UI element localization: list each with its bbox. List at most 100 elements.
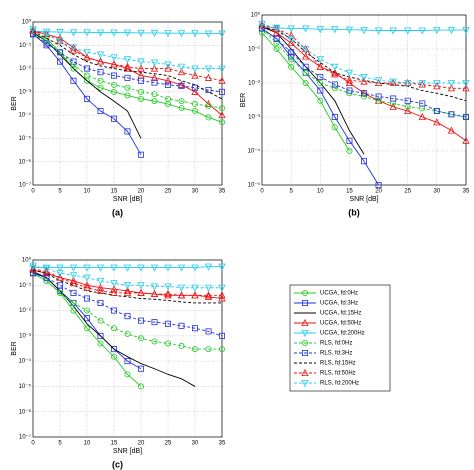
y-tick-label: 10⁻³ [248,115,260,121]
axes-frame [32,259,223,438]
series-line [261,28,379,186]
marker [273,40,280,47]
marker [218,332,225,339]
series-line [261,28,467,118]
marker [375,97,382,104]
marker [191,346,198,353]
x-tick-label: 10 [84,441,91,447]
marker [205,114,212,121]
marker [110,285,118,293]
marker [29,265,37,274]
marker [123,56,132,64]
series-line [261,32,350,152]
y-tick-label: 10⁻⁵ [19,383,32,390]
marker [42,28,51,36]
marker [57,282,64,289]
marker [178,98,185,105]
series-line [32,30,223,116]
marker [124,84,131,91]
marker [69,272,78,280]
marker [418,27,426,35]
marker [137,317,144,324]
marker [84,325,91,332]
marker [56,34,64,42]
marker [218,263,226,271]
marker [433,108,440,115]
marker [302,63,309,70]
marker [164,264,172,272]
marker [218,346,225,353]
marker [272,28,281,36]
x-tick-label: 20 [138,189,145,195]
marker [150,64,159,72]
marker [111,81,118,88]
series-line [261,24,467,142]
marker [360,158,367,165]
legend-marker [301,380,309,388]
marker [164,81,171,88]
plot-area [262,15,466,185]
series-line [32,33,223,93]
marker [123,282,132,290]
y-tick-label: 10⁻² [248,81,260,87]
y-tick-label: 10⁻⁵ [19,135,32,142]
legend-label: RLS, fd:50Hz [320,371,356,377]
y-tick-label: 10⁰ [22,19,32,26]
marker [124,74,131,81]
marker [433,82,441,90]
marker [447,84,456,92]
marker [448,111,455,118]
marker [97,299,104,306]
marker [360,77,368,85]
x-tick-label: 30 [434,189,441,195]
marker [151,91,158,98]
marker [218,76,226,84]
marker [191,65,199,73]
series-line [32,271,196,387]
marker [374,77,383,85]
marker [83,53,91,61]
legend-label: UCGA, fd:0Hz [320,291,358,297]
y-tick-label: 10⁰ [22,257,32,264]
series-line [32,33,223,123]
x-axis-label: SNR [dB] [349,196,378,203]
marker [56,264,64,272]
series-line [32,28,222,70]
x-tick-label: 0 [31,441,35,447]
y-axis-label: BER [11,341,18,355]
y-tick-label: 10⁻¹ [19,43,31,49]
series-line [32,265,222,289]
marker [346,87,353,94]
marker [360,27,368,35]
marker [83,283,91,291]
y-tick-label: 10⁻² [19,308,31,314]
marker [84,315,91,322]
marker [97,317,104,324]
y-axis-label: BER [11,96,18,110]
marker [317,87,324,94]
marker [137,77,144,84]
marker [164,30,172,38]
marker [29,262,37,270]
marker [302,69,309,76]
marker [345,69,354,77]
marker [191,325,198,332]
marker [83,29,91,37]
marker [43,40,50,47]
y-axis-label: BER [240,93,247,107]
legend-label: RLS, fd:0Hz [320,341,352,347]
marker [137,29,145,37]
legend-label: UCGA, fd:50Hz [320,321,361,327]
marker [57,289,64,296]
marker [258,25,265,32]
marker [164,61,172,69]
marker [389,78,397,86]
marker [462,84,470,92]
marker [164,283,172,291]
marker [374,78,383,86]
marker [97,69,104,76]
marker [462,114,469,121]
marker [96,283,105,291]
marker [462,80,470,88]
marker [331,85,338,92]
